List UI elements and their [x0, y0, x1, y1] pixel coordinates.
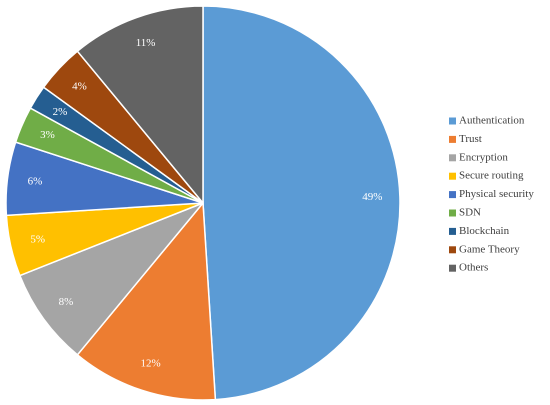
pie-slice-others: [76, 5, 204, 206]
data-label-blockchain: 2%: [53, 106, 68, 118]
legend-swatch-sdn: [449, 209, 456, 217]
legend-label-blockchain: Blockchain: [459, 225, 510, 237]
legend-swatch-trust: [449, 135, 456, 143]
data-label-sdn: 3%: [40, 129, 55, 141]
data-label-secure-routing: 5%: [30, 233, 45, 245]
legend-label-game-theory: Game Theory: [459, 243, 520, 255]
data-label-others: 11%: [136, 37, 156, 49]
legend-label-authentication: Authentication: [459, 115, 525, 127]
legend-label-trust: Trust: [459, 133, 482, 145]
data-label-authentication: 49%: [362, 191, 382, 203]
pie-slice-encryption: [18, 202, 204, 356]
legend: Authentication Trust Encryption Secure rout…: [449, 115, 534, 274]
legend-label-secure-routing: Secure routing: [459, 170, 524, 182]
legend-label-others: Others: [459, 262, 488, 274]
slice-labels: 49% 12% 8% 5% 6% 3% 2% 4% 11%: [28, 37, 383, 370]
legend-swatch-others: [449, 264, 456, 272]
legend-swatch-game-theory: [449, 246, 456, 254]
legend-label-physical-security: Physical security: [459, 188, 534, 200]
pie-slices: [5, 5, 401, 401]
legend-label-sdn: SDN: [459, 207, 481, 219]
legend-label-encryption: Encryption: [459, 151, 508, 163]
data-label-encryption: 8%: [59, 296, 74, 308]
data-label-game-theory: 4%: [72, 81, 87, 93]
legend-swatch-authentication: [449, 117, 456, 125]
pie-slice-authentication: [202, 5, 401, 401]
pie-slice-trust: [76, 201, 217, 401]
legend-swatch-encryption: [449, 154, 456, 162]
legend-swatch-blockchain: [449, 227, 456, 235]
legend-swatch-physical-security: [449, 191, 456, 199]
data-label-trust: 12%: [141, 358, 161, 370]
legend-swatch-secure-routing: [449, 172, 456, 180]
data-label-physical-security: 6%: [28, 175, 43, 187]
